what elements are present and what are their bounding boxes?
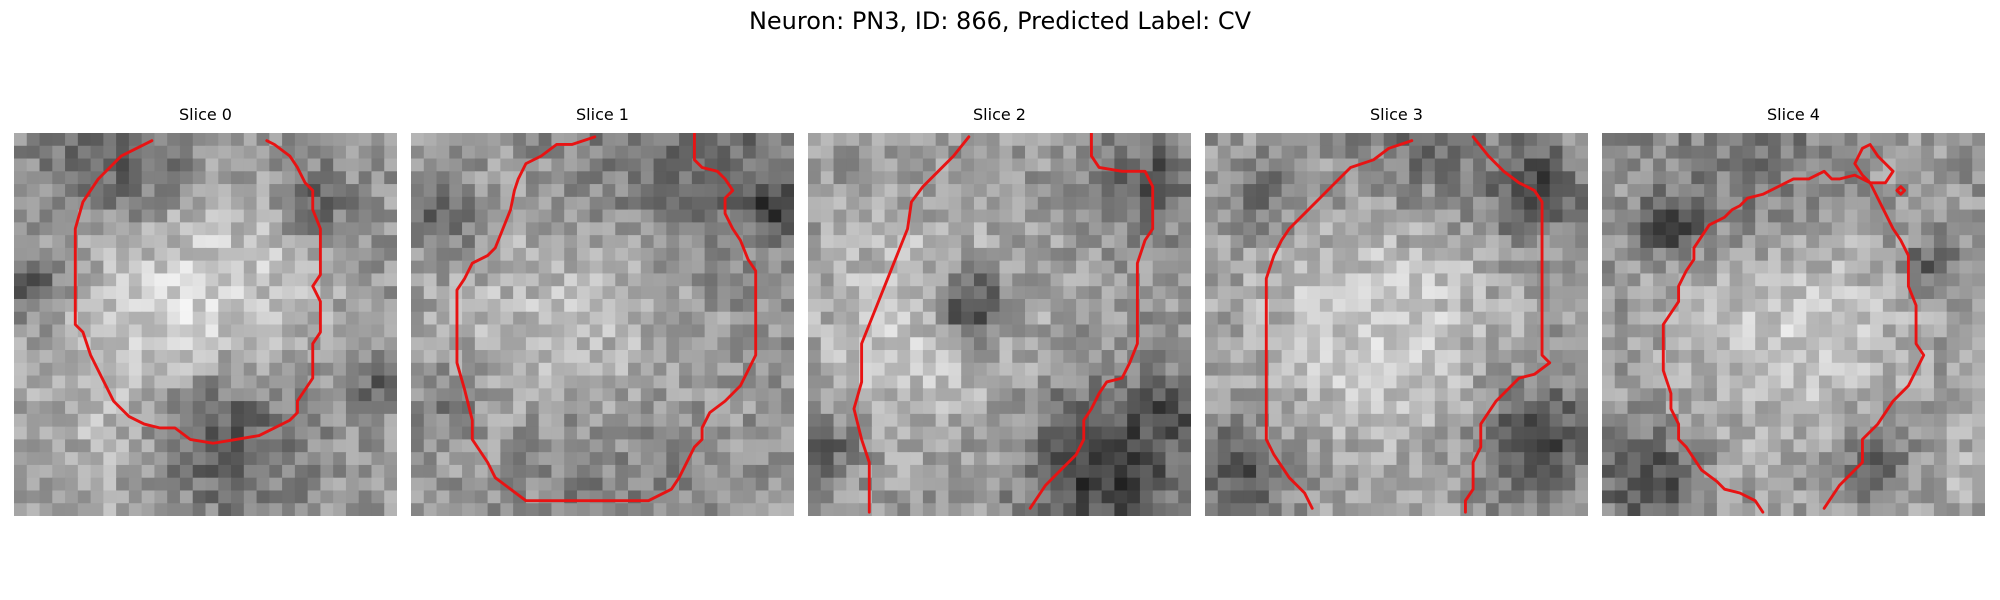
slice-title: Slice 4 [1767, 105, 1820, 124]
segmentation-contour [455, 133, 758, 503]
pixel-grid [411, 133, 794, 516]
slice-image [1205, 133, 1588, 516]
slice-image [14, 133, 397, 516]
segmentation-contour [73, 139, 322, 445]
slice-image [411, 133, 794, 516]
slice-image [1602, 133, 1985, 516]
pixel-grid [808, 133, 1191, 516]
slice-title: Slice 3 [1370, 105, 1423, 124]
segmentation-contour [1853, 143, 1895, 185]
segmentation-contour [852, 135, 971, 514]
figure-title: Neuron: PN3, ID: 866, Predicted Label: C… [748, 7, 1252, 35]
segmentation-contour [1661, 169, 1926, 514]
pixel-grid [14, 133, 397, 516]
slice-title: Slice 2 [973, 105, 1026, 124]
slice-title: Slice 0 [179, 105, 232, 124]
segmentation-contour [1264, 139, 1414, 510]
slice-title: Slice 1 [576, 105, 629, 124]
slice-image [808, 133, 1191, 516]
pixel-grid [1205, 133, 1588, 516]
segmentation-contour [1028, 133, 1155, 510]
segmentation-contour [1895, 185, 1907, 196]
pixel-grid [1602, 133, 1985, 516]
segmentation-contour [1464, 135, 1552, 514]
